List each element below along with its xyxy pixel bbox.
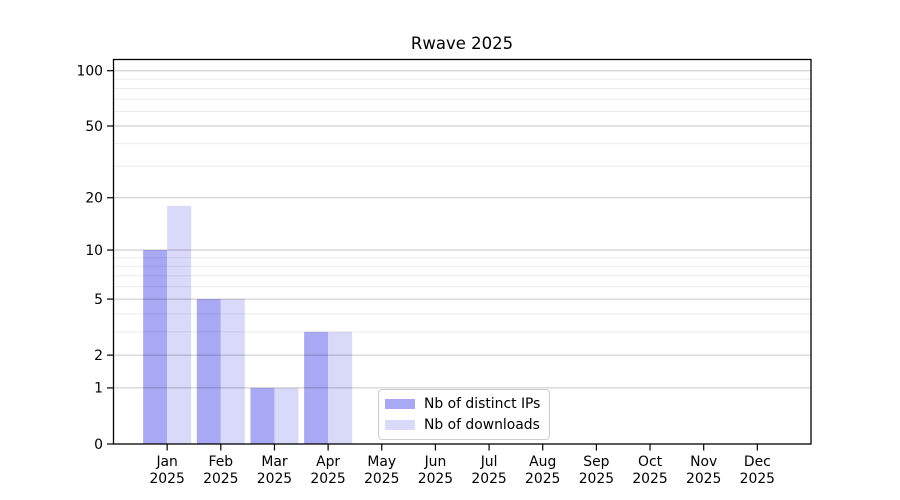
legend-entry-downloads: Nb of downloads: [385, 416, 540, 434]
legend-entry-distinct-ips: Nb of distinct IPs: [385, 395, 540, 413]
bar-distinct-ips-feb: [196, 299, 221, 444]
bar-distinct-ips-jan: [143, 250, 168, 444]
x-tick-label: Mar 2025: [257, 454, 292, 487]
bar-downloads-feb: [220, 299, 245, 444]
bar-downloads-jan: [167, 205, 192, 444]
y-tick-label: 1: [94, 381, 103, 397]
legend-swatch-distinct-ips: [385, 398, 415, 410]
bar-distinct-ips-mar: [250, 387, 275, 444]
y-tick-label: 2: [94, 348, 103, 364]
legend-swatch-downloads: [385, 419, 415, 431]
x-tick-label: May 2025: [364, 454, 399, 487]
x-tick-label: Jan 2025: [149, 454, 184, 487]
bars-layer: [143, 205, 353, 444]
y-tick-label: 50: [85, 119, 103, 135]
x-tick-label: Oct 2025: [632, 454, 667, 487]
y-tick-label: 10: [85, 243, 103, 259]
legend: Nb of distinct IPs Nb of downloads: [378, 389, 551, 440]
y-tick-label: 100: [76, 64, 103, 80]
x-tick-label: Jul 2025: [471, 454, 506, 487]
y-tick-label: 5: [94, 292, 103, 308]
x-tick-label: Nov 2025: [686, 454, 721, 487]
x-tick-label: Jun 2025: [418, 454, 453, 487]
legend-label-distinct-ips: Nb of distinct IPs: [424, 396, 541, 412]
chart-title: Rwave 2025: [410, 34, 514, 53]
y-tick-label: 0: [94, 437, 103, 453]
x-tick-label: Feb 2025: [203, 454, 238, 487]
y-axis: 0 1 2 5 10 20 50 100: [76, 64, 114, 453]
grid-layer: [113, 70, 811, 389]
legend-label-downloads: Nb of downloads: [424, 417, 540, 433]
y-tick-label: 20: [85, 191, 103, 207]
x-tick-label: Aug 2025: [525, 454, 560, 487]
x-tick-label: Apr 2025: [310, 454, 345, 487]
plot-border: [112, 58, 812, 445]
x-tick-label: Sep 2025: [579, 454, 614, 487]
x-axis: Jan 2025 Feb 2025 Mar 2025 Apr 2025 May 2025 Jun 20…: [149, 444, 775, 487]
x-tick-label: Dec 2025: [740, 454, 775, 487]
bar-downloads-mar: [274, 387, 299, 444]
